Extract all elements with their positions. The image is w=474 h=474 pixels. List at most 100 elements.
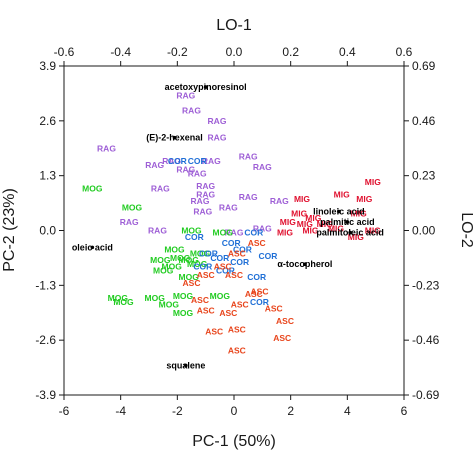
data-point-mog: MOG — [210, 291, 231, 301]
data-point-asc: ASC — [197, 270, 215, 280]
x-tick-label: -2 — [172, 404, 183, 418]
loading-marker — [337, 209, 341, 214]
data-points: RAGRAGRAGRAGRAGRAGRAGRAGRAGRAGRAGRAGRAGR… — [82, 91, 381, 356]
data-point-mig: MIG — [297, 219, 313, 229]
data-point-mig: MIG — [302, 226, 318, 236]
data-point-mog: MOG — [162, 261, 183, 271]
data-point-rag: RAG — [191, 196, 210, 206]
data-point-asc: ASC — [248, 238, 266, 248]
data-point-mog: MOG — [150, 255, 171, 265]
data-point-asc: ASC — [228, 249, 246, 259]
data-point-rag: RAG — [148, 226, 167, 236]
top-axis-title: LO-1 — [216, 17, 252, 34]
x-tick-label: -6 — [59, 404, 70, 418]
data-point-rag: RAG — [182, 105, 201, 115]
loading-label: palmitoleic acid — [316, 228, 384, 238]
x-tick-label: -4 — [115, 404, 126, 418]
loading-marker — [348, 230, 352, 235]
data-point-rag: RAG — [176, 91, 195, 101]
data-point-asc: ASC — [205, 327, 223, 337]
x2-tick-label: -0.2 — [167, 45, 188, 59]
data-point-cor: COR — [230, 257, 249, 267]
data-point-mog: MOG — [170, 253, 191, 263]
data-point-cor: COR — [222, 238, 241, 248]
x2-tick-label: -0.6 — [54, 45, 75, 59]
data-point-mog: MOG — [153, 266, 174, 276]
data-point-rag: RAG — [208, 133, 227, 143]
y-tick-label: 1.3 — [39, 169, 56, 183]
data-point-mog: MOG — [213, 228, 234, 238]
data-point-mig: MIG — [305, 213, 321, 223]
data-point-mog: MOG — [82, 183, 103, 193]
left-axis-title: PC-2 (23%) — [1, 188, 18, 272]
data-point-mig: MIG — [328, 223, 344, 233]
data-point-mog: MOG — [145, 293, 166, 303]
data-point-cor: COR — [247, 272, 266, 282]
data-point-mog: MOG — [173, 308, 194, 318]
loading-label: linoleic acid — [313, 207, 365, 217]
data-point-rag: RAG — [176, 164, 195, 174]
x2-tick-label: -0.4 — [110, 45, 131, 59]
data-point-mog: MOG — [159, 299, 180, 309]
data-point-cor: COR — [210, 253, 229, 263]
loading-label: (E)-2-hexenal — [146, 133, 203, 143]
data-point-mog: MOG — [181, 226, 202, 236]
loading-marker — [303, 262, 307, 267]
loading-label: squalene — [166, 360, 205, 370]
data-point-asc: ASC — [228, 346, 246, 356]
y2-tick-label: 0.69 — [412, 59, 436, 73]
loading-marker — [203, 85, 208, 89]
data-point-cor: COR — [185, 232, 204, 242]
data-point-rag: RAG — [202, 156, 221, 166]
data-point-rag: RAG — [196, 181, 215, 191]
x-tick-label: 6 — [401, 404, 408, 418]
data-point-rag: RAG — [239, 192, 258, 202]
y-tick-label: -1.3 — [35, 278, 56, 292]
data-point-rag: RAG — [253, 162, 272, 172]
data-point-rag: RAG — [196, 190, 215, 200]
data-point-rag: RAG — [188, 169, 207, 179]
data-point-mig: MIG — [334, 190, 350, 200]
data-point-mog: MOG — [164, 244, 185, 254]
data-point-rag: RAG — [193, 207, 212, 217]
data-point-rag: RAG — [145, 160, 164, 170]
data-point-mog: MOG — [113, 297, 134, 307]
y-tick-label: -3.9 — [35, 388, 56, 402]
data-point-rag: RAG — [219, 202, 238, 212]
data-point-mig: MIG — [277, 228, 293, 238]
x2-tick-label: 0.0 — [226, 45, 243, 59]
data-point-asc: ASC — [265, 304, 283, 314]
data-point-asc: ASC — [231, 299, 249, 309]
loading-marker — [345, 220, 350, 224]
data-point-mig: MIG — [291, 209, 307, 219]
data-point-asc: ASC — [273, 333, 291, 343]
y-tick-label: 3.9 — [39, 59, 56, 73]
axis-ticks — [59, 61, 409, 400]
data-point-asc: ASC — [276, 316, 294, 326]
data-point-cor: COR — [188, 156, 207, 166]
data-point-mog: MOG — [179, 255, 200, 265]
loading-label: acetoxypinoresinol — [165, 82, 247, 92]
loading-marker — [172, 135, 177, 140]
data-point-cor: COR — [199, 249, 218, 259]
data-point-rag: RAG — [120, 217, 139, 227]
right-axis-title: LO-2 — [458, 212, 474, 248]
data-point-mog: MOG — [187, 259, 208, 269]
loading-marker — [184, 363, 188, 368]
data-point-asc: ASC — [214, 261, 232, 271]
loading-label: palmitic acid — [320, 217, 375, 227]
data-point-asc: ASC — [225, 270, 243, 280]
data-point-cor: COR — [259, 251, 278, 261]
data-point-rag: RAG — [151, 183, 170, 193]
loading-label: oleic acid — [72, 242, 113, 252]
x-tick-label: 4 — [344, 404, 351, 418]
x2-tick-label: 0.6 — [396, 45, 413, 59]
data-point-rag: RAG — [162, 156, 181, 166]
y2-tick-label: 0.00 — [412, 224, 436, 238]
data-point-mog: MOG — [122, 202, 143, 212]
data-point-mig: MIG — [351, 209, 367, 219]
y2-tick-label: -0.23 — [412, 278, 440, 292]
data-point-cor: COR — [250, 297, 269, 307]
data-point-asc: ASC — [197, 306, 215, 316]
